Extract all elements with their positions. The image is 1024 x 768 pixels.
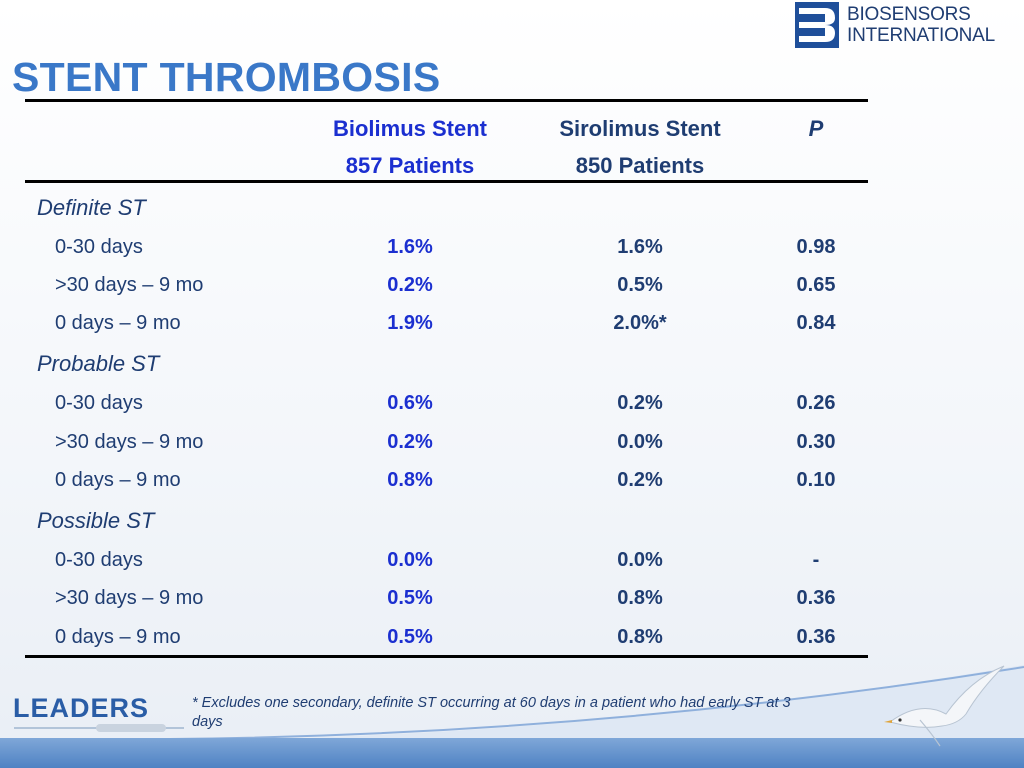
sirolimus-value: 0.5% <box>617 274 663 296</box>
group-label-possible: Possible ST <box>37 508 155 533</box>
table-row: 0-30 days 1.6% 1.6% 0.98 <box>0 236 1024 274</box>
row-label: >30 days – 9 mo <box>55 587 204 609</box>
biolimus-value: 0.6% <box>387 392 433 414</box>
leaders-underline <box>14 724 184 732</box>
col-header-sirolimus: Sirolimus Stent 850 Patients <box>535 110 745 184</box>
footnote: * Excludes one secondary, definite ST oc… <box>192 695 791 730</box>
col-header-biolimus-name: Biolimus Stent <box>332 116 487 141</box>
biolimus-value: 0.5% <box>387 626 433 648</box>
table-row: 0 days – 9 mo 0.5% 0.8% 0.36 <box>0 626 1024 664</box>
col-header-sirolimus-patients: 850 Patients <box>575 153 705 178</box>
sirolimus-value: 0.8% <box>617 626 663 648</box>
sirolimus-value: 1.6% <box>617 236 663 258</box>
page-title: STENT THROMBOSIS <box>12 54 441 100</box>
row-label: 0 days – 9 mo <box>55 626 181 648</box>
group-label-probable: Probable ST <box>37 351 160 376</box>
col-header-biolimus: Biolimus Stent 857 Patients <box>310 110 510 184</box>
p-value: 0.10 <box>796 469 836 491</box>
row-label: 0-30 days <box>55 236 143 258</box>
table-row: 0-30 days 0.0% 0.0% - <box>0 549 1024 587</box>
col-header-sirolimus-name: Sirolimus Stent <box>559 116 721 141</box>
biolimus-value: 1.9% <box>387 312 433 334</box>
sirolimus-value: 0.8% <box>617 587 663 609</box>
table-top-rule <box>25 99 868 102</box>
table-row: 0 days – 9 mo 0.8% 0.2% 0.10 <box>0 469 1024 507</box>
seagull-icon <box>884 665 1005 747</box>
p-value: 0.30 <box>796 431 836 453</box>
biosensors-logo: BIOSENSORS INTERNATIONAL <box>795 2 1021 50</box>
p-value: 0.26 <box>796 392 836 414</box>
logo-text: BIOSENSORS INTERNATIONAL <box>847 4 995 46</box>
row-label: 0 days – 9 mo <box>55 312 181 334</box>
table-header-rule <box>25 180 868 183</box>
sirolimus-value: 0.2% <box>617 392 663 414</box>
p-value: 0.98 <box>796 236 836 258</box>
sirolimus-value: 0.2% <box>617 469 663 491</box>
sirolimus-value: 0.0% <box>617 549 663 571</box>
biolimus-value: 1.6% <box>387 236 433 258</box>
footer-band <box>0 738 1024 768</box>
row-label: 0-30 days <box>55 392 143 414</box>
biosensors-b-icon <box>795 2 839 48</box>
row-label: 0-30 days <box>55 549 143 571</box>
footer-swoosh <box>170 665 1024 745</box>
p-value: 0.36 <box>796 626 836 648</box>
p-value: 0.65 <box>796 274 836 296</box>
biolimus-value: 0.0% <box>387 549 433 571</box>
biolimus-value: 0.5% <box>387 587 433 609</box>
leaders-logo: LEADERS <box>13 693 150 723</box>
table-row: 0 days – 9 mo 1.9% 2.0%* 0.84 <box>0 312 1024 350</box>
logo-line-1: BIOSENSORS <box>847 4 971 25</box>
biolimus-value: 0.2% <box>387 431 433 453</box>
row-label: 0 days – 9 mo <box>55 469 181 491</box>
sirolimus-value: 2.0%* <box>613 312 667 334</box>
col-header-p: P <box>808 116 824 141</box>
table-row: >30 days – 9 mo 0.5% 0.8% 0.36 <box>0 587 1024 625</box>
p-value: 0.84 <box>796 312 836 334</box>
table-bottom-rule <box>25 655 868 658</box>
biolimus-value: 0.8% <box>387 469 433 491</box>
col-header-biolimus-patients: 857 Patients <box>345 153 475 178</box>
row-label: >30 days – 9 mo <box>55 431 204 453</box>
logo-line-2: INTERNATIONAL <box>847 25 996 46</box>
biolimus-value: 0.2% <box>387 274 433 296</box>
table-row: >30 days – 9 mo 0.2% 0.0% 0.30 <box>0 431 1024 469</box>
table-row: >30 days – 9 mo 0.2% 0.5% 0.65 <box>0 274 1024 312</box>
p-value: 0.36 <box>796 587 836 609</box>
sirolimus-value: 0.0% <box>617 431 663 453</box>
row-label: >30 days – 9 mo <box>55 274 204 296</box>
p-value: - <box>812 549 820 571</box>
group-label-definite: Definite ST <box>37 195 146 220</box>
table-row: 0-30 days 0.6% 0.2% 0.26 <box>0 392 1024 430</box>
